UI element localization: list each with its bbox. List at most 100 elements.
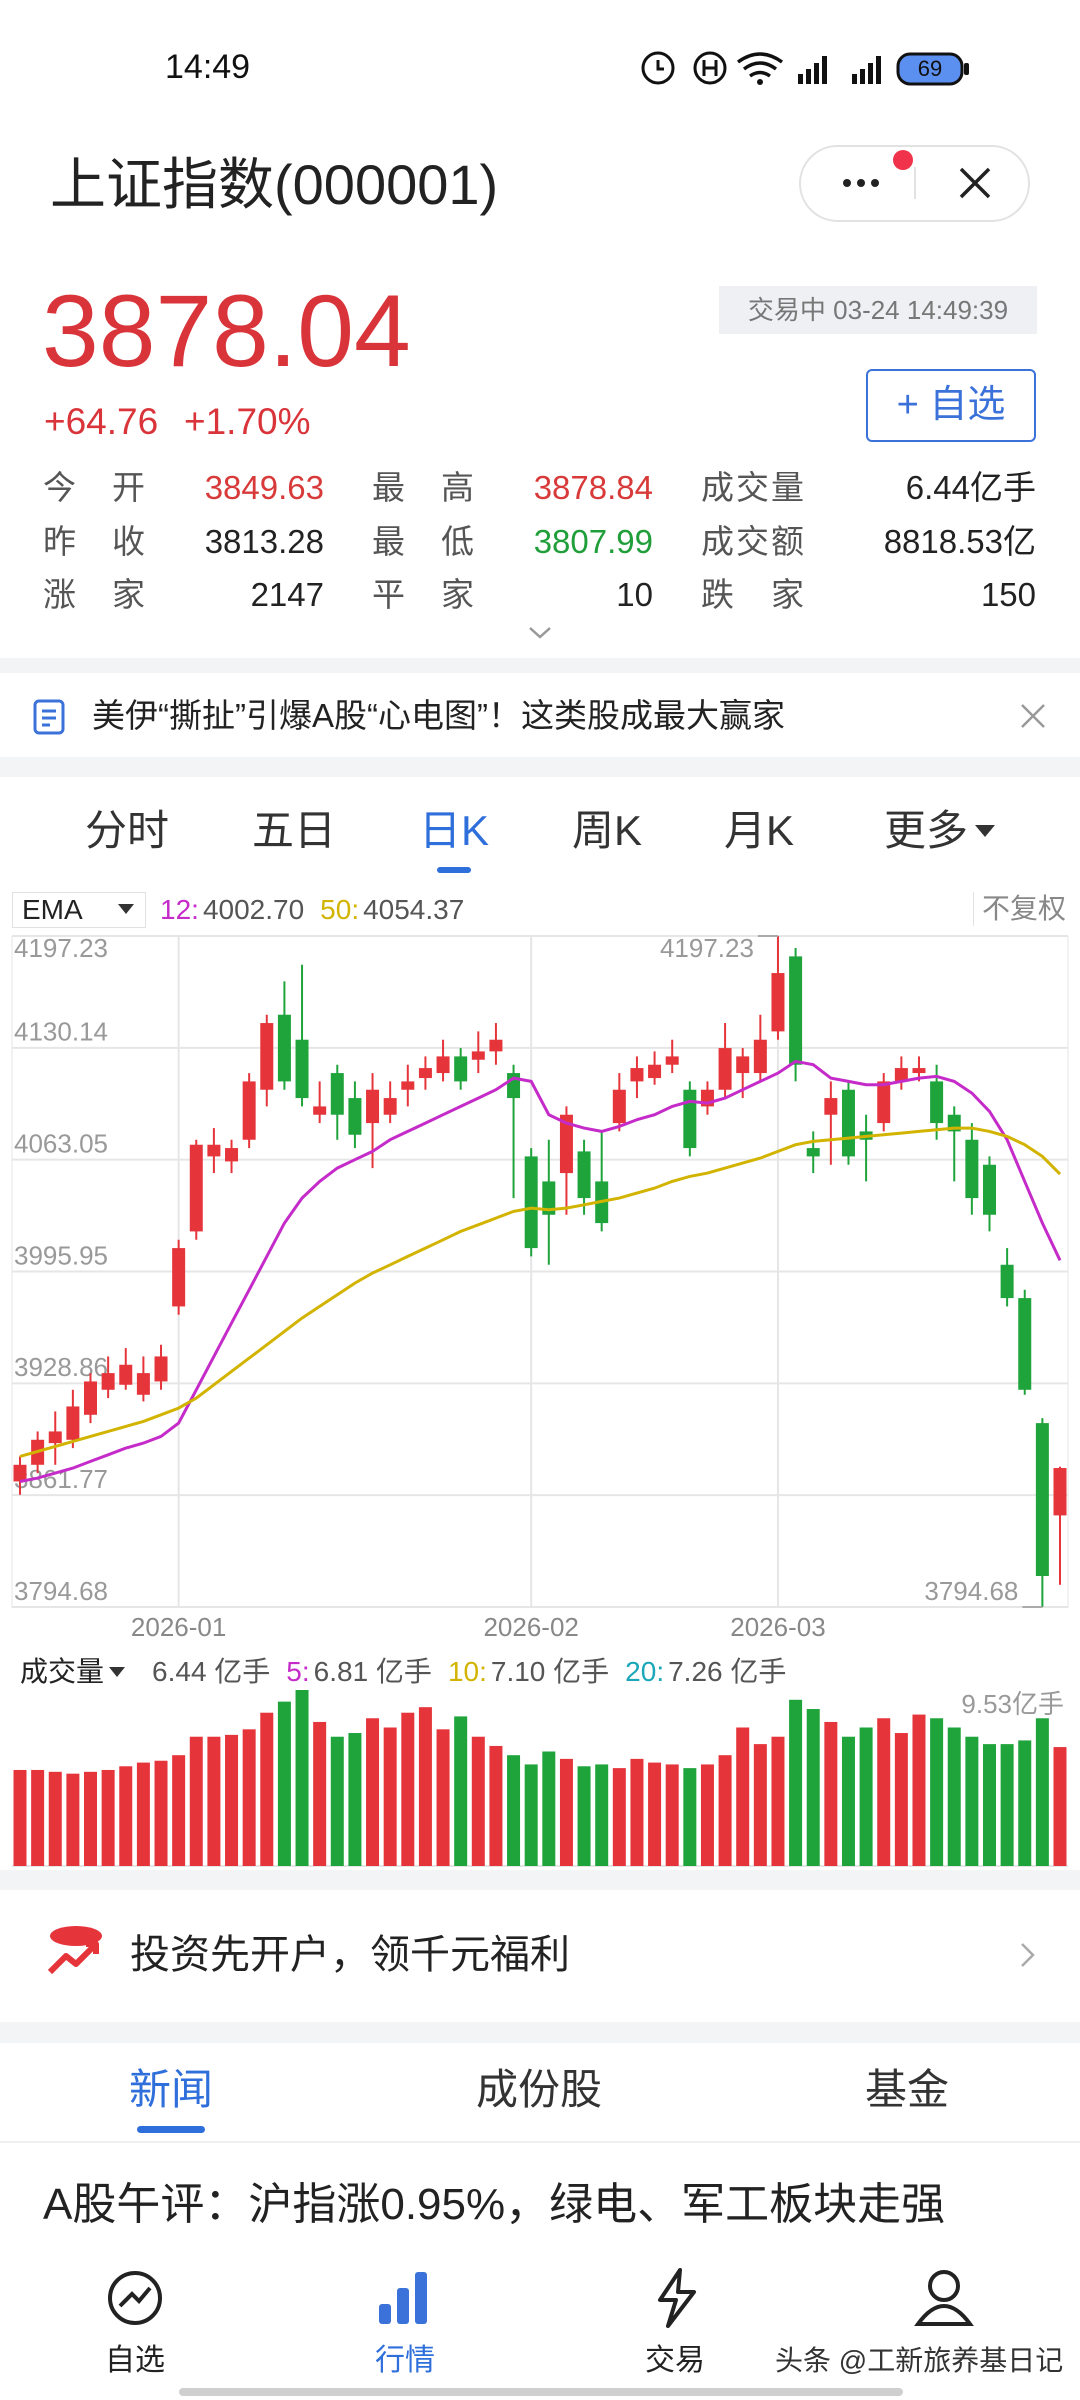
volume-bar xyxy=(612,1768,626,1866)
price: 3878.04 xyxy=(42,274,411,388)
candle-body xyxy=(894,1068,908,1082)
candle-body xyxy=(454,1056,468,1082)
news-tab[interactable]: 新闻 xyxy=(128,2066,213,2113)
adjust-mode[interactable]: 不复权 xyxy=(972,892,1066,926)
period-tab[interactable]: 日K xyxy=(418,807,489,854)
legend-value: 4002.70 xyxy=(202,894,305,925)
candle-body xyxy=(877,1081,891,1124)
stat-label: 跌家 xyxy=(701,576,804,613)
stat-label: 最高 xyxy=(372,469,474,506)
volume-legend: 成交量 6.44 亿手 56.81 亿手 107.10 亿手 207.26 亿手 xyxy=(20,1656,786,1688)
period-tab[interactable]: 月K xyxy=(723,807,794,854)
caret xyxy=(109,1667,126,1677)
doc-frame xyxy=(33,699,65,735)
news-tab[interactable]: 基金 xyxy=(864,2066,949,2113)
legend-value: 7.10 亿手 xyxy=(490,1656,610,1687)
stat-value: 3813.28 xyxy=(204,523,324,560)
separator xyxy=(0,1870,1080,1890)
volume-bar xyxy=(877,1718,891,1866)
nav-icon-me[interactable] xyxy=(928,2270,960,2302)
legend-name: 20 xyxy=(625,1656,664,1688)
ema-line xyxy=(19,1059,1062,1483)
news-tab[interactable]: 成份股 xyxy=(475,2066,602,2113)
hd-letter xyxy=(702,60,718,76)
y-tick-label: 3794.68 xyxy=(14,1576,108,1606)
promo-icon xyxy=(47,1926,102,1975)
stat-label: 平家 xyxy=(372,576,474,613)
more-dot[interactable] xyxy=(843,179,851,187)
period-tab[interactable]: 周K xyxy=(571,807,642,854)
nav-icon-watch[interactable] xyxy=(108,2271,162,2325)
candle-body xyxy=(84,1381,98,1415)
candle-body xyxy=(718,1048,732,1090)
stat-value: 3807.99 xyxy=(533,523,653,560)
legend-name: 50 xyxy=(320,895,359,925)
candle-body xyxy=(577,1151,591,1199)
candle-body xyxy=(1000,1264,1014,1299)
volume-bar xyxy=(947,1727,961,1866)
stat-value: 3849.63 xyxy=(204,469,324,506)
candle-body xyxy=(154,1356,168,1382)
indicator-select[interactable] xyxy=(12,892,146,928)
nav-label[interactable]: 自选 xyxy=(105,2344,165,2377)
nav-icon-market[interactable] xyxy=(379,2272,427,2324)
notify-dot xyxy=(893,150,913,170)
volume-bar xyxy=(1018,1740,1032,1866)
news-banner[interactable]: 美伊“撕扯”引爆A股“心电图”！这类股成最大赢家 xyxy=(92,697,785,734)
volume-bar xyxy=(1035,1718,1049,1866)
candle-body xyxy=(13,1464,27,1482)
capsule xyxy=(799,145,1030,222)
volume-bar xyxy=(577,1766,591,1866)
volume-bar xyxy=(401,1712,415,1866)
nav-icon-trade[interactable] xyxy=(658,2268,696,2328)
period-tab[interactable]: 分时 xyxy=(84,807,169,854)
expand-chevron[interactable] xyxy=(526,624,554,642)
candle-body xyxy=(736,1056,750,1074)
candle-body xyxy=(66,1406,80,1440)
close-x xyxy=(1021,704,1045,728)
candle-body xyxy=(542,1181,556,1215)
candle-body xyxy=(683,1089,697,1149)
more-dot[interactable] xyxy=(871,179,879,187)
nav-label[interactable]: 行情 xyxy=(375,2344,435,2377)
y-tick-label: 3995.95 xyxy=(14,1240,108,1270)
close-icon[interactable] xyxy=(959,167,991,199)
volume-bar xyxy=(789,1699,803,1866)
candle-body xyxy=(930,1081,944,1124)
period-tab[interactable]: 更多 xyxy=(883,807,968,854)
headline[interactable]: A股午评：沪指涨0.95%，绿电、军工板块走强 xyxy=(43,2180,946,2229)
candle-body xyxy=(277,1014,291,1082)
banner-close[interactable] xyxy=(1019,702,1047,730)
volume-bar xyxy=(154,1760,168,1866)
candle-body xyxy=(824,1098,838,1115)
candle-body xyxy=(172,1248,186,1307)
promo-text[interactable]: 投资先开户，领千元福利 xyxy=(130,1933,570,1977)
divider xyxy=(0,2141,1080,2143)
stat-label: 成交额 xyxy=(701,523,804,560)
candle-body xyxy=(841,1089,855,1157)
chevron xyxy=(529,627,551,639)
period-tab[interactable]: 五日 xyxy=(251,807,336,854)
volume-bar xyxy=(665,1764,679,1866)
volume-bar xyxy=(648,1762,662,1866)
volume-bar xyxy=(912,1714,926,1866)
nav-icons xyxy=(108,2268,974,2328)
legend-name: 12 xyxy=(160,895,199,925)
volume-bar xyxy=(524,1764,538,1866)
stat-label: 昨收 xyxy=(43,523,145,560)
volume-bar xyxy=(718,1755,732,1866)
watch-button[interactable]: + 自选 xyxy=(866,369,1036,442)
legend-item: 504054.37 xyxy=(320,895,464,925)
volume-bar xyxy=(172,1755,186,1866)
chevron xyxy=(1021,1943,1035,1967)
charts: 4197.234130.144063.053995.953928.863861.… xyxy=(11,933,1069,1867)
annotation-label: 4197.23 xyxy=(660,933,754,963)
volume-bar xyxy=(454,1716,468,1866)
volume-bar xyxy=(84,1771,98,1866)
more-dot[interactable] xyxy=(857,179,865,187)
volume-bar xyxy=(242,1729,256,1866)
nav-label[interactable]: 交易 xyxy=(645,2344,705,2377)
caret xyxy=(975,825,995,837)
volume-bar xyxy=(559,1758,573,1866)
home-indicator xyxy=(179,2388,903,2396)
